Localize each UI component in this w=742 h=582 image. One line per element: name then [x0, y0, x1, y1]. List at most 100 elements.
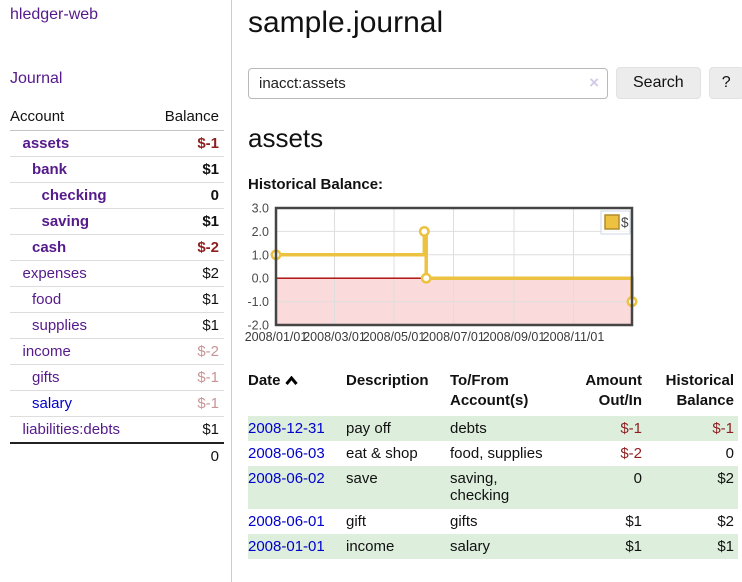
svg-text:2008/03/01: 2008/03/01	[303, 330, 366, 344]
transaction-amount: $-2	[620, 444, 642, 462]
transaction-description: income	[346, 537, 395, 555]
account-balance: 0	[149, 182, 224, 209]
clear-icon[interactable]: ×	[589, 73, 599, 93]
transaction-description: pay off	[346, 419, 391, 437]
transaction-amount: $1	[625, 537, 642, 555]
account-row: supplies $1	[10, 312, 224, 339]
transaction-date-link[interactable]: 2008-12-31	[248, 419, 325, 437]
account-row: food $1	[10, 286, 224, 313]
transaction-amount: $1	[625, 512, 642, 530]
account-balance: $1	[149, 416, 224, 444]
sidebar-account-link[interactable]: saving	[41, 213, 90, 230]
account-row: income $-2	[10, 338, 224, 365]
sidebar-account-link[interactable]: liabilities:debts	[22, 421, 121, 438]
svg-text:0.0: 0.0	[252, 272, 269, 286]
col-date[interactable]: Date	[248, 369, 346, 416]
account-balance: $-2	[149, 338, 224, 365]
transaction-date-link[interactable]: 2008-06-02	[248, 470, 325, 487]
transaction-balance: 0	[725, 444, 734, 462]
col-accounts: To/From Account(s)	[450, 372, 529, 410]
svg-text:3.0: 3.0	[252, 202, 269, 216]
sidebar-account-link[interactable]: gifts	[32, 369, 60, 386]
transaction-description: gift	[346, 512, 367, 530]
transaction-description: save	[346, 470, 378, 487]
account-row: gifts $-1	[10, 364, 224, 391]
svg-text:1.0: 1.0	[252, 248, 269, 262]
col-amount: Amount Out/In	[585, 372, 642, 410]
transaction-balance: $-1	[712, 419, 734, 437]
account-row: cash $-2	[10, 234, 224, 261]
brand-link[interactable]: hledger-web	[10, 6, 99, 23]
chart-title: Historical Balance:	[248, 176, 384, 193]
sidebar: hledger-web Journal Account Balance asse…	[0, 0, 232, 582]
transaction-accounts: debts	[450, 419, 487, 437]
transaction-accounts: saving, checking	[450, 470, 510, 505]
svg-text:2008/05/01: 2008/05/01	[363, 330, 426, 344]
col-balance: Historical Balance	[665, 372, 734, 410]
sidebar-account-link[interactable]: supplies	[32, 317, 88, 334]
account-row: saving $1	[10, 208, 224, 235]
register-table: Date Description To/From Account(s) Amou…	[248, 369, 738, 559]
account-row: bank $1	[10, 156, 224, 183]
accounts-col-account: Account	[10, 104, 150, 131]
sidebar-item-journal[interactable]: Journal	[10, 70, 63, 87]
sidebar-account-link[interactable]: checking	[41, 187, 107, 204]
accounts-table: Account Balance assets $-1 bank $1 checking 0…	[10, 104, 224, 469]
balance-chart[interactable]: $3.0 2.0 1.0 0.0 -1.0 -2.0 2008/01/01 2008/03/0…	[245, 202, 742, 346]
transaction-balance: $2	[717, 512, 734, 530]
account-balance: $2	[149, 260, 224, 287]
account-balance: $1	[149, 208, 224, 235]
transaction-accounts: food, supplies	[450, 444, 543, 462]
account-balance: $-2	[149, 234, 224, 261]
sort-asc-icon	[284, 375, 298, 385]
table-row: 2008-06-01 gift gifts $1 $2	[248, 509, 738, 534]
page-title: sample.journal	[248, 6, 444, 39]
table-row: 2008-06-02 save saving, checking 0 $2	[248, 466, 738, 509]
accounts-total-row: 0	[10, 442, 224, 469]
accounts-col-balance: Balance	[149, 104, 224, 131]
col-description: Description	[346, 372, 429, 389]
search-form: × Search ?	[248, 67, 742, 99]
search-button[interactable]: Search	[616, 67, 701, 99]
svg-text:2008/09/01: 2008/09/01	[483, 330, 546, 344]
sidebar-account-link[interactable]: salary	[32, 395, 73, 412]
search-field-wrap: ×	[248, 67, 608, 99]
transaction-date-link[interactable]: 2008-01-01	[248, 537, 325, 555]
transaction-date-link[interactable]: 2008-06-03	[248, 444, 325, 462]
table-row: 2008-01-01 income salary $1 $1	[248, 533, 738, 559]
svg-text:-2.0: -2.0	[247, 319, 269, 333]
sidebar-account-link[interactable]: expenses	[22, 265, 87, 282]
transaction-balance: $1	[717, 537, 734, 555]
transaction-amount: $-1	[620, 419, 642, 437]
svg-text:2008/01/01: 2008/01/01	[245, 330, 308, 344]
sidebar-account-link[interactable]: cash	[32, 239, 67, 256]
sidebar-account-link[interactable]: bank	[32, 161, 68, 178]
svg-text:2008/11/01: 2008/11/01	[543, 330, 605, 344]
svg-text:2008/07/01: 2008/07/01	[422, 330, 485, 344]
account-balance: $1	[149, 312, 224, 339]
sidebar-account-link[interactable]: income	[22, 343, 71, 360]
svg-text:$: $	[621, 215, 629, 230]
account-balance: $-1	[149, 364, 224, 391]
col-date-label: Date	[248, 372, 281, 389]
account-balance: $-1	[149, 390, 224, 417]
account-row: checking 0	[10, 182, 224, 209]
main-panel: sample.journal × Search ? assets Histori…	[232, 0, 742, 582]
svg-text:-1.0: -1.0	[247, 295, 269, 309]
search-input[interactable]	[248, 67, 608, 99]
sidebar-account-link[interactable]: food	[32, 291, 62, 308]
transaction-date-link[interactable]: 2008-06-01	[248, 512, 325, 530]
sidebar-account-link[interactable]: assets	[22, 135, 70, 152]
account-balance: $1	[149, 286, 224, 313]
table-row: 2008-12-31 pay off debts $-1 $-1	[248, 415, 738, 441]
accounts-total-balance: 0	[149, 442, 224, 469]
account-row: assets $-1	[10, 130, 224, 157]
account-row: salary $-1	[10, 390, 224, 417]
transaction-accounts: salary	[450, 537, 491, 555]
table-row: 2008-06-03 eat & shop food, supplies $-2 0	[248, 441, 738, 466]
transaction-balance: $2	[717, 470, 734, 487]
help-button[interactable]: ?	[708, 67, 742, 99]
transaction-description: eat & shop	[346, 444, 418, 462]
account-balance: $1	[149, 156, 224, 183]
